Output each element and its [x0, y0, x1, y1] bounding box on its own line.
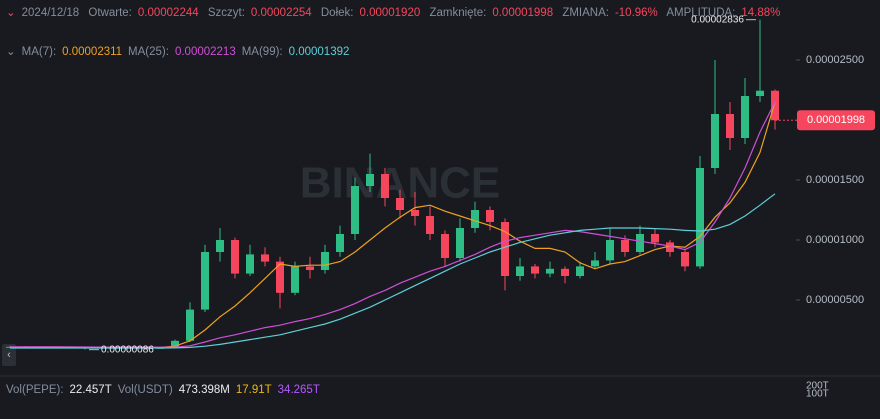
candle-body — [261, 254, 269, 262]
scroll-icon: ‹ — [7, 349, 11, 361]
ma-value: 0.00002311 — [62, 46, 123, 58]
y-tick-label: 0.00001000 — [806, 234, 864, 246]
volume-ma: 34.265T — [277, 384, 320, 396]
volume-legend: Vol(PEPE): 22.457T Vol(USDT) 473.398M 17.91T… — [6, 384, 326, 396]
volume-value: 473.398M — [178, 384, 230, 396]
scroll-button[interactable] — [2, 344, 16, 366]
candle-body — [621, 240, 629, 252]
ma-name: MA(7): — [21, 46, 57, 58]
candle-body — [756, 90, 764, 96]
candle-body — [231, 240, 239, 274]
candle-body — [336, 234, 344, 252]
candle-body — [636, 234, 644, 252]
chevron: ⌄ — [6, 46, 16, 58]
ma-legend: ⌄ MA(7): 0.00002311 MA(25): 0.00002213 MA(99)… — [6, 44, 355, 58]
price-tag: 0.00001998 — [807, 114, 865, 126]
label: Zamknięte: — [429, 7, 487, 19]
candle-body — [651, 234, 659, 243]
label: Otwarte: — [88, 7, 132, 19]
candle-body — [516, 266, 524, 276]
volume-tick: 100T — [806, 389, 829, 400]
candle-body — [366, 174, 374, 186]
candle-body — [726, 114, 734, 138]
candle-body — [486, 210, 494, 222]
candle-body — [186, 309, 194, 341]
ma-value: 0.00001392 — [288, 46, 350, 58]
value: 0.00002244 — [137, 7, 199, 19]
candle-body — [471, 210, 479, 228]
date: ⌄ — [6, 7, 16, 19]
candle-body — [606, 240, 614, 261]
ma-line — [10, 193, 776, 349]
candle-body — [246, 254, 254, 274]
date: 2024/12/18 — [21, 7, 80, 19]
candle-body — [546, 268, 554, 274]
candle-body — [321, 252, 329, 270]
volume-name: Vol(PEPE): — [6, 384, 64, 396]
ma-name: MA(25): — [128, 46, 169, 58]
candle-body — [396, 198, 404, 210]
candle-body — [741, 96, 749, 138]
candle-body — [381, 174, 389, 198]
label: Dołek: — [320, 7, 354, 19]
candle-body — [216, 240, 224, 252]
candle-body — [456, 228, 464, 258]
y-tick-label: 0.00001500 — [806, 174, 864, 186]
candle-body — [276, 261, 284, 293]
candle-body — [291, 266, 299, 293]
candle-body — [306, 266, 314, 270]
candle-body — [561, 268, 569, 276]
candle-body — [171, 340, 179, 348]
volume-ma: 17.91T — [235, 384, 272, 396]
value: 0.00001998 — [492, 7, 554, 19]
ma-line — [9, 101, 776, 349]
volume-name: Vol(USDT) — [117, 384, 173, 396]
label: Szczyt: — [207, 7, 245, 19]
y-tick-label: 0.00002500 — [806, 54, 864, 66]
price-tag-box — [797, 110, 875, 131]
volume-value: 22.457T — [69, 384, 112, 396]
candle-body — [351, 186, 359, 234]
candle-body — [666, 242, 674, 252]
candle-body — [591, 260, 599, 267]
candle-body — [411, 210, 419, 216]
candle-body — [711, 114, 719, 168]
max-label: 0.00002836 — [691, 14, 744, 25]
value: 0.00002254 — [250, 7, 312, 19]
candle-body — [576, 266, 584, 276]
candle-body — [531, 266, 539, 274]
ma-value: 0.00002213 — [174, 46, 236, 58]
candle-body — [426, 216, 434, 234]
ma-line — [10, 101, 776, 348]
label: ZMIANA: — [562, 7, 609, 19]
candle-body — [201, 252, 209, 310]
value: 0.00001920 — [359, 7, 421, 19]
candle-body — [501, 222, 509, 276]
label: AMPLITUDA: — [666, 7, 736, 19]
value: -10.96% — [614, 7, 658, 19]
min-label: 0.00000086 — [101, 344, 154, 355]
y-tick-label: 0.00000500 — [806, 294, 864, 306]
header: ⌄ 2024/12/18 Otwarte: 0.00002244 Szczyt: 0.… — [6, 5, 796, 22]
candle-body — [441, 234, 449, 258]
volume-tick: 200T — [806, 381, 829, 392]
candle-body — [681, 252, 689, 267]
ma-name: MA(99): — [241, 46, 283, 58]
value: 14.88% — [741, 7, 781, 19]
candle-body — [696, 168, 704, 267]
candle-body — [771, 90, 779, 121]
